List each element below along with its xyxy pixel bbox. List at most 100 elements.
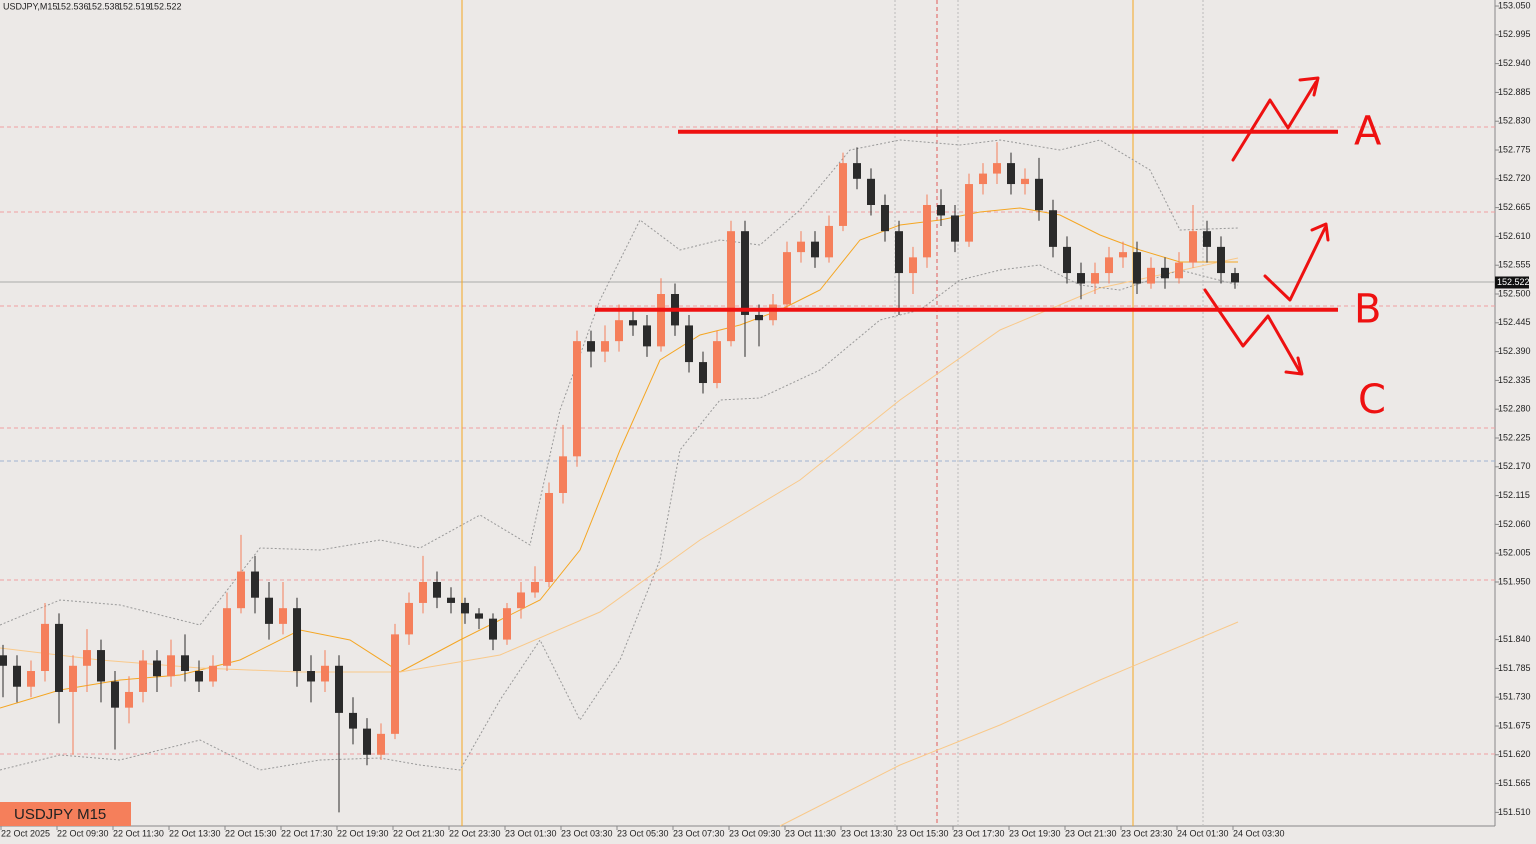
candle-body — [615, 320, 623, 342]
candle-body — [447, 597, 455, 603]
x-tick-label: 22 Oct 11:30 — [113, 828, 164, 838]
candle-body — [1175, 262, 1183, 279]
candle-body — [1189, 231, 1197, 263]
x-tick-label: 22 Oct 2025 — [1, 828, 50, 838]
candle-body — [727, 231, 735, 342]
candle-body — [923, 204, 931, 258]
header-price: 152.519 — [118, 1, 151, 11]
header-price: 152.536 — [56, 1, 89, 11]
candle-body — [1161, 267, 1169, 279]
x-tick-label: 23 Oct 11:30 — [785, 828, 836, 838]
y-tick-label: 152.720 — [1498, 173, 1531, 183]
header-price: 152.538 — [87, 1, 120, 11]
x-tick-label: 23 Oct 15:30 — [897, 828, 949, 838]
x-tick-label: 23 Oct 19:30 — [1009, 828, 1061, 838]
candle-body — [1091, 273, 1099, 284]
candle-body — [797, 241, 805, 253]
candle-body — [167, 655, 175, 677]
candle-body — [41, 623, 49, 672]
candle-body — [1203, 231, 1211, 247]
x-tick-label: 22 Oct 09:30 — [57, 828, 109, 838]
candle-body — [951, 215, 959, 242]
level-label: A — [1354, 109, 1382, 155]
x-tick-label: 22 Oct 23:30 — [449, 828, 501, 838]
candle-body — [1021, 178, 1029, 185]
y-tick-label: 152.390 — [1498, 346, 1531, 356]
symbol-badge-bg — [0, 802, 131, 826]
candle-body — [1105, 257, 1113, 274]
level-label: B — [1354, 287, 1381, 333]
candle-body — [419, 581, 427, 603]
y-tick-label: 153.050 — [1498, 0, 1531, 10]
candle-body — [195, 671, 203, 682]
candle-body — [881, 204, 889, 232]
candle-body — [853, 163, 861, 179]
candle-body — [363, 728, 371, 755]
indicators — [0, 139, 1239, 827]
candle-body — [965, 184, 973, 242]
candle-body — [937, 204, 945, 216]
x-tick-label: 22 Oct 13:30 — [169, 828, 221, 838]
hand-drawn-arrows — [1203, 76, 1330, 376]
last-price-label: 152.522 — [1497, 277, 1530, 287]
candle-body — [97, 650, 105, 682]
candle-body — [111, 681, 119, 708]
y-tick-label: 152.555 — [1498, 260, 1531, 270]
y-tick-label: 152.830 — [1498, 116, 1531, 126]
candle-body — [13, 665, 21, 687]
candle-body — [69, 665, 77, 692]
last-price-box — [1495, 276, 1529, 289]
candle-body — [531, 581, 539, 593]
candle-body — [1119, 252, 1127, 258]
candle-body — [1049, 210, 1057, 247]
candle-body — [517, 592, 525, 609]
y-tick-label: 152.280 — [1498, 404, 1531, 414]
candle-body — [27, 671, 35, 687]
candle-body — [1035, 178, 1043, 211]
candle-body — [685, 325, 693, 363]
candle-body — [979, 173, 987, 185]
y-tick-label: 152.610 — [1498, 231, 1531, 241]
candle-body — [489, 618, 497, 640]
x-tick-label: 23 Oct 17:30 — [953, 828, 1005, 838]
x-tick-label: 22 Oct 19:30 — [337, 828, 389, 838]
candle-body — [391, 634, 399, 734]
candle-body — [321, 665, 329, 682]
candle-body — [209, 665, 217, 682]
candle-body — [251, 571, 259, 598]
y-tick-label: 152.060 — [1498, 519, 1531, 529]
x-tick-label: 22 Oct 15:30 — [225, 828, 277, 838]
candle-body — [867, 178, 875, 205]
candle-body — [713, 341, 721, 384]
candle-body — [405, 602, 413, 635]
candle-body — [335, 665, 343, 713]
x-tick-label: 23 Oct 05:30 — [617, 828, 669, 838]
x-tick-label: 23 Oct 21:30 — [1065, 828, 1117, 838]
y-tick-label: 152.005 — [1498, 548, 1531, 558]
y-tick-label: 152.775 — [1498, 144, 1531, 154]
candle-body — [909, 257, 917, 274]
y-tick-label: 152.885 — [1498, 87, 1531, 97]
candle-body — [1063, 246, 1071, 274]
levels: AB — [595, 109, 1382, 333]
y-tick-label: 152.335 — [1498, 375, 1531, 385]
candle-body — [377, 733, 385, 755]
candle-body — [349, 712, 357, 729]
candle-body — [993, 163, 1001, 174]
candle-body — [755, 314, 763, 321]
symbol-badge: USDJPY M15 — [14, 806, 106, 823]
x-tick-label: 23 Oct 01:30 — [505, 828, 557, 838]
x-tick-label: 22 Oct 21:30 — [393, 828, 445, 838]
candle-body — [265, 597, 273, 624]
x-tick-label: 23 Oct 03:30 — [561, 828, 613, 838]
candle-body — [1077, 273, 1085, 284]
candle-body — [741, 231, 749, 315]
candle-body — [503, 608, 511, 640]
candles — [0, 142, 1239, 813]
candle-body — [573, 341, 581, 457]
y-tick-label: 152.500 — [1498, 288, 1531, 298]
candle-body — [139, 660, 147, 692]
candle-body — [83, 650, 91, 666]
scenario-c-label: C — [1358, 377, 1386, 423]
